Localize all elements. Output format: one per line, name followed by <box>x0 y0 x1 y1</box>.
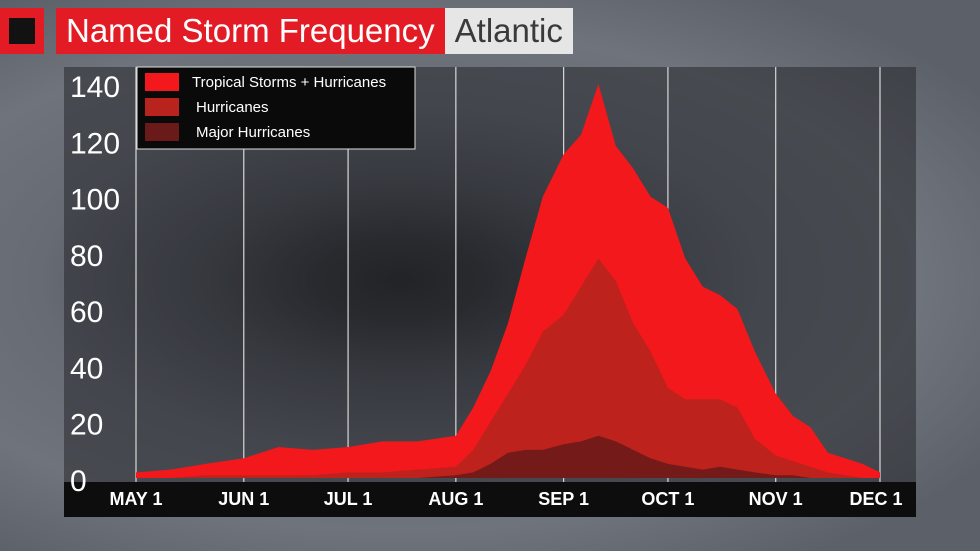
y-tick-label: 100 <box>70 184 120 217</box>
legend-swatch <box>145 98 179 116</box>
region-label: Atlantic <box>444 8 573 54</box>
x-tick-label: NOV 1 <box>749 489 803 509</box>
y-tick-label: 140 <box>70 71 120 104</box>
legend-label: Hurricanes <box>196 99 269 116</box>
legend-swatch <box>145 73 179 91</box>
y-tick-label: 60 <box>70 296 103 329</box>
x-axis-bar <box>64 482 916 517</box>
logo-badge <box>0 8 44 54</box>
x-tick-label: DEC 1 <box>849 489 902 509</box>
x-tick-label: JUL 1 <box>324 489 373 509</box>
square-icon <box>9 18 35 44</box>
x-tick-label: OCT 1 <box>641 489 694 509</box>
legend-label: Major Hurricanes <box>196 124 310 141</box>
y-tick-label: 80 <box>70 240 103 273</box>
area-hurricanes <box>136 258 880 478</box>
chart-title: Named Storm Frequency <box>56 8 445 54</box>
x-tick-label: AUG 1 <box>428 489 483 509</box>
legend-box <box>136 66 416 150</box>
x-tick-label: MAY 1 <box>109 489 162 509</box>
area-major-hurricanes <box>136 435 880 478</box>
legend-label: Tropical Storms + Hurricanes <box>192 74 386 91</box>
y-tick-label: 120 <box>70 127 120 160</box>
area-tropical-storms <box>136 84 880 478</box>
x-tick-label: SEP 1 <box>538 489 589 509</box>
y-tick-label: 20 <box>70 409 103 442</box>
header: Named Storm Frequency Atlantic <box>0 8 573 54</box>
x-tick-label: JUN 1 <box>218 489 269 509</box>
y-tick-label: 40 <box>70 352 103 385</box>
legend-swatch <box>145 123 179 141</box>
y-tick-label: 0 <box>70 465 87 498</box>
